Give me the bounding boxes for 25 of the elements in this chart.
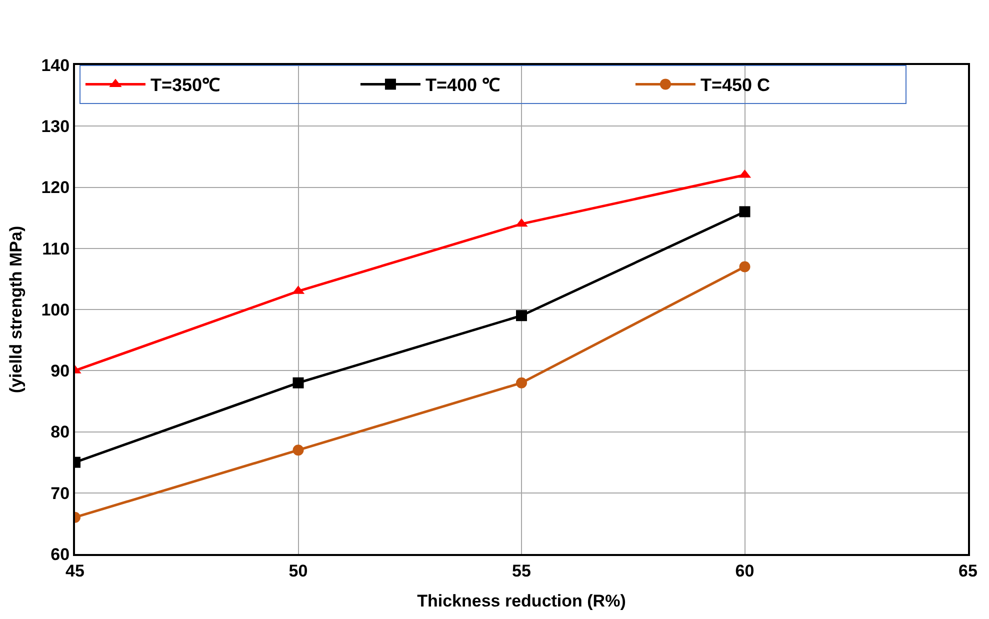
y-tick-label: 140 bbox=[41, 56, 70, 75]
y-tick-label: 80 bbox=[50, 422, 70, 442]
y-tick-label: 70 bbox=[50, 484, 70, 503]
legend-label: T=450 C bbox=[700, 75, 770, 96]
x-axis-title: Thickness reduction (R%) bbox=[417, 591, 626, 610]
point bbox=[516, 377, 527, 388]
legend-label: T=350℃ bbox=[150, 75, 220, 96]
point bbox=[292, 444, 304, 456]
y-axis-title: (yielld strength MPa) bbox=[6, 226, 26, 394]
legend-label: T=400 ℃ bbox=[425, 75, 500, 96]
x-tick-label: 60 bbox=[735, 561, 754, 580]
x-tick-label: 45 bbox=[66, 561, 84, 580]
x-tick-label: 50 bbox=[288, 561, 308, 580]
point bbox=[516, 310, 527, 322]
point bbox=[292, 377, 304, 388]
y-tick-label: 90 bbox=[50, 362, 70, 381]
y-tick-label: 130 bbox=[41, 117, 70, 136]
x-tick-label: 55 bbox=[512, 561, 531, 580]
y-tick-label: 110 bbox=[42, 239, 70, 258]
point bbox=[739, 261, 750, 272]
y-tick-label: 60 bbox=[50, 544, 70, 564]
y-tick-label: 120 bbox=[41, 178, 70, 198]
point bbox=[739, 206, 750, 218]
y-tick-label: 100 bbox=[41, 300, 70, 320]
x-tick-label: 65 bbox=[958, 561, 978, 580]
